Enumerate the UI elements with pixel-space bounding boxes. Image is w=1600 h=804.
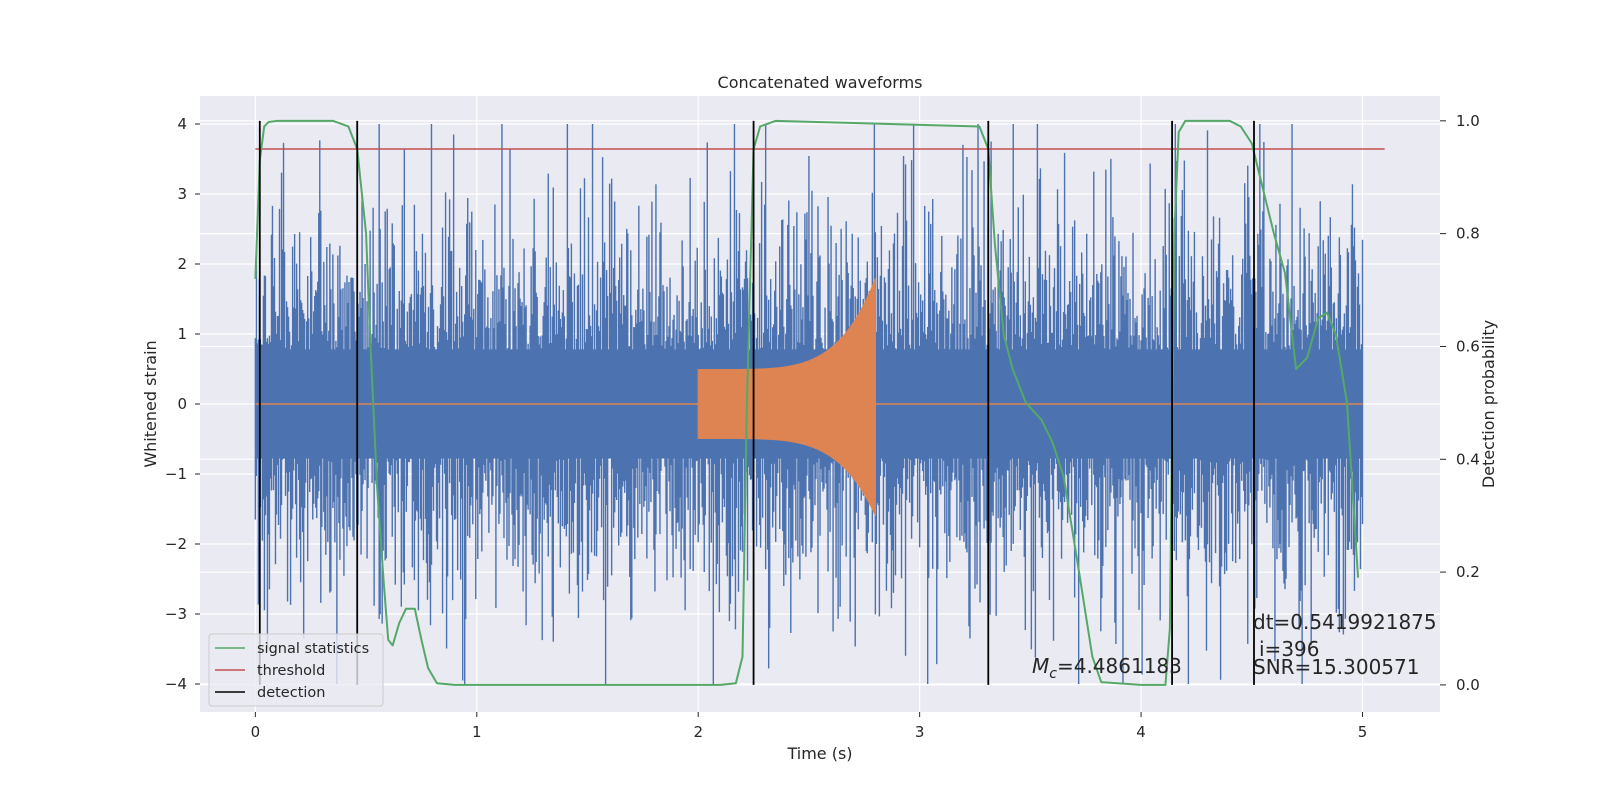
y-tick-label-right: 0.2 — [1456, 563, 1480, 581]
svg-text:Mc=4.4861183: Mc=4.4861183 — [1032, 654, 1182, 682]
legend-box — [208, 633, 384, 707]
mc-value: =4.4861183 — [1057, 654, 1182, 678]
y-axis-label-left: Whitened strain — [141, 340, 160, 467]
legend-label-detection: detection — [257, 685, 325, 701]
y-tick-label-left: −4 — [165, 675, 187, 693]
x-tick-label: 5 — [1358, 723, 1368, 741]
annotation-snr: SNR=15.300571 — [1253, 655, 1419, 679]
x-tick-label: 1 — [472, 723, 482, 741]
mc-symbol: M — [1032, 654, 1049, 678]
annotation-mc: Mc=4.4861183 — [1032, 654, 1182, 682]
x-axis-label: Time (s) — [786, 744, 852, 763]
y-tick-label-left: 0 — [177, 395, 187, 413]
y-tick-label-left: −3 — [165, 605, 187, 623]
y-tick-label-left: 2 — [177, 255, 187, 273]
y-tick-label-left: 3 — [177, 185, 187, 203]
chart-title: Concatenated waveforms — [718, 73, 923, 92]
injection-layer — [255, 278, 1363, 516]
y-tick-label-left: −2 — [165, 535, 187, 553]
legend-label-signal-statistics: signal statistics — [257, 641, 369, 657]
y-tick-label-left: −1 — [165, 465, 187, 483]
y-axis-label-right: Detection probability — [1479, 320, 1498, 488]
legend-label-threshold: threshold — [257, 663, 325, 679]
y-tick-label-right: 0.6 — [1456, 337, 1480, 355]
y-tick-label-left: 4 — [177, 115, 187, 133]
y-tick-label-right: 0.4 — [1456, 450, 1480, 468]
injected-signal — [697, 278, 876, 516]
mc-subscript: c — [1049, 666, 1057, 682]
tick-layer: 0 1 2 3 4 5 4 3 2 1 0 −1 −2 −3 −4 1.0 0.8 0.6 0.4 0.2 0.0 — [165, 112, 1480, 741]
x-tick-label: 3 — [915, 723, 925, 741]
x-tick-label: 0 — [251, 723, 261, 741]
detection-layer — [258, 120, 1255, 685]
x-tick-label: 2 — [693, 723, 703, 741]
x-tick-label: 4 — [1136, 723, 1146, 741]
y-tick-label-right: 0.8 — [1456, 225, 1480, 243]
y-tick-label-right: 1.0 — [1456, 112, 1480, 130]
legend: signal statistics threshold detection — [208, 633, 384, 707]
annotation-dt: dt=0.5419921875 — [1253, 610, 1437, 634]
y-tick-label-right: 0.0 — [1456, 676, 1480, 694]
y-tick-label-left: 1 — [177, 325, 187, 343]
annotation-i: i=396 — [1259, 637, 1320, 661]
